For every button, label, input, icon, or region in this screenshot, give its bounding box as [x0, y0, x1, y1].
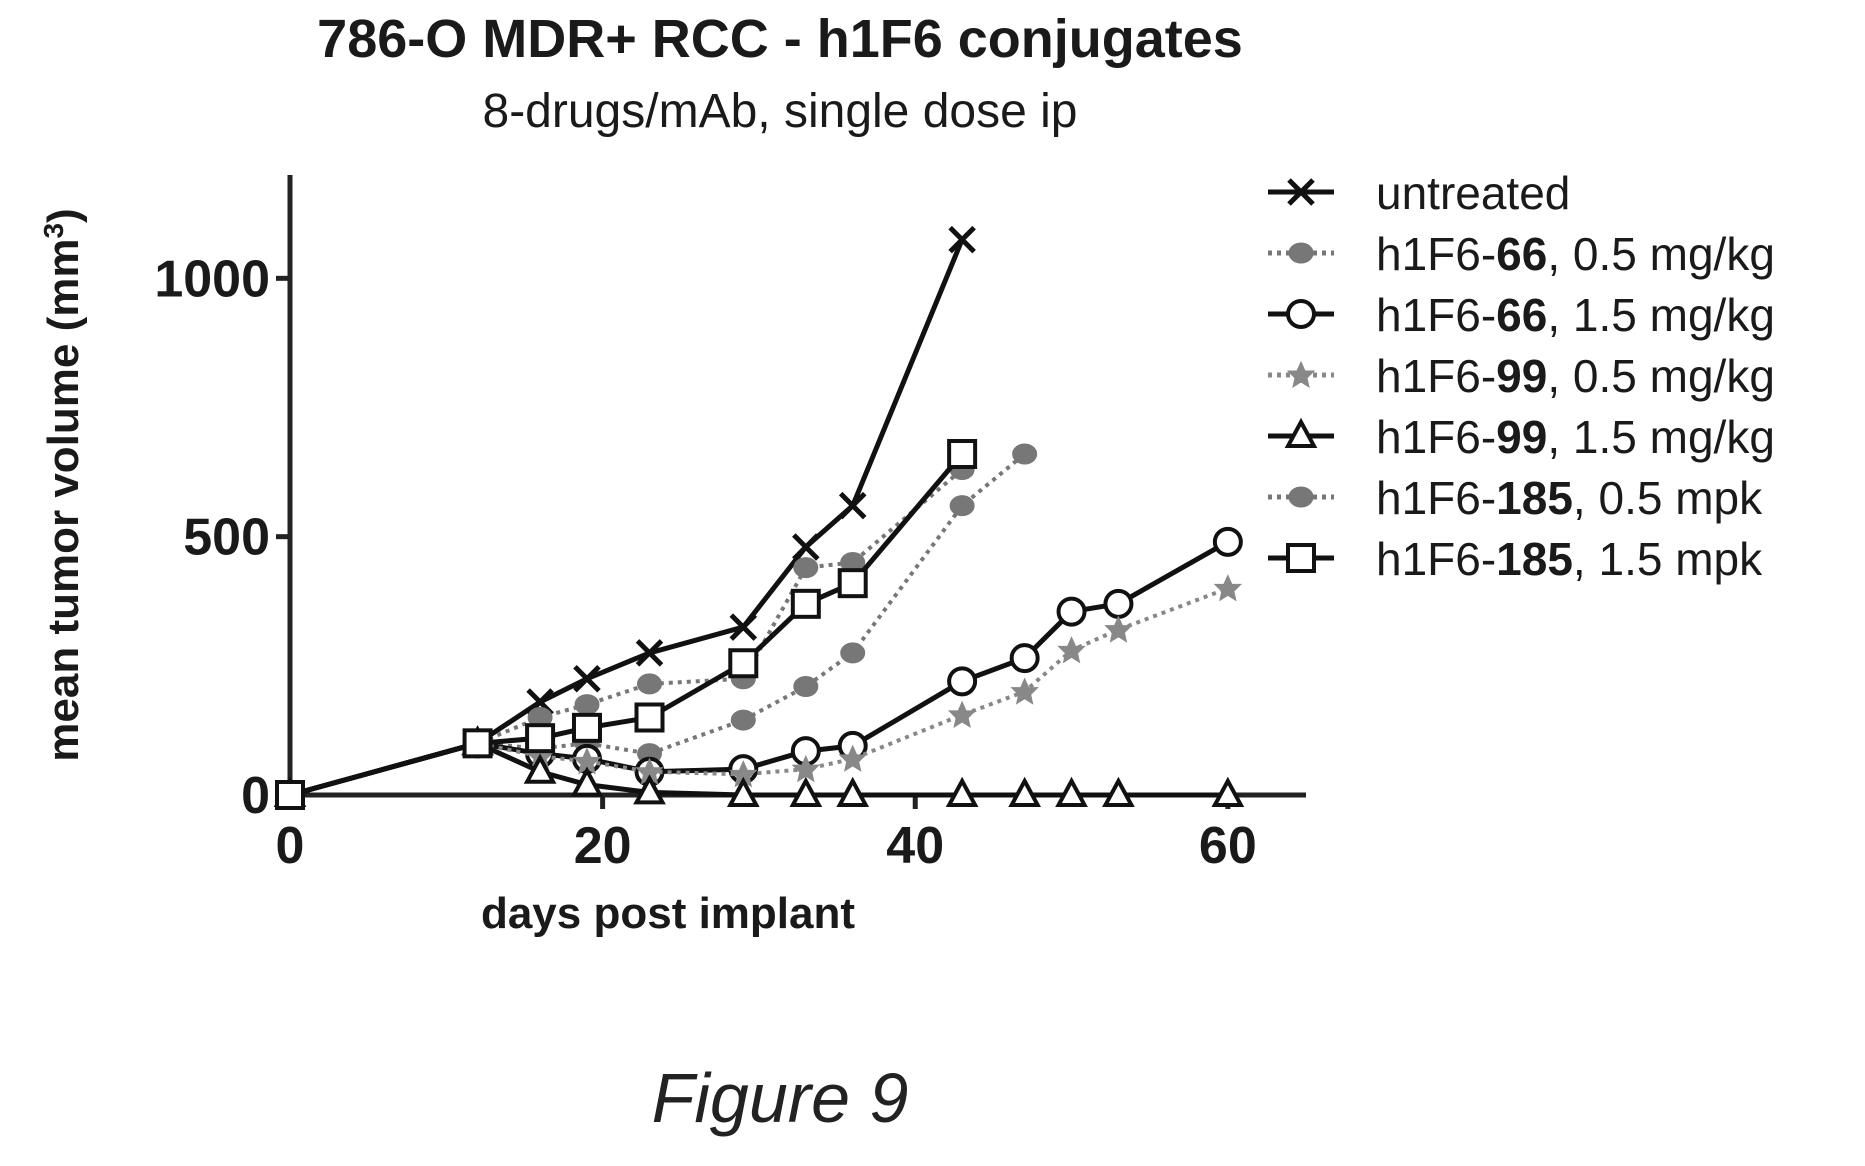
data-point	[840, 642, 866, 664]
data-point	[571, 712, 602, 743]
data-point	[947, 700, 977, 728]
data-point	[1010, 677, 1039, 705]
legend-label: h1F6-99, 0.5 mg/kg	[1376, 350, 1775, 402]
data-point	[793, 676, 819, 697]
data-point	[729, 613, 758, 641]
data-point	[838, 744, 867, 772]
legend-marker	[1288, 242, 1314, 264]
x-tick-label: 60	[1199, 817, 1257, 875]
data-point	[730, 709, 756, 731]
data-point	[635, 639, 664, 667]
series-3	[275, 526, 1243, 810]
legend-label: h1F6-185, 1.5 mpk	[1376, 533, 1763, 585]
data-point	[947, 666, 978, 697]
data-point	[1211, 776, 1245, 807]
data-point	[275, 780, 305, 810]
legend-label: untreated	[1376, 167, 1570, 219]
data-point	[791, 754, 821, 783]
data-point	[1009, 643, 1040, 674]
legend-marker	[1286, 360, 1316, 389]
data-point	[792, 533, 820, 561]
data-point	[836, 776, 870, 807]
legend-marker	[1288, 486, 1314, 508]
legend-item: h1F6-66, 0.5 mg/kg	[1268, 228, 1775, 280]
chart-subtitle: 8-drugs/mAb, single dose ip	[482, 85, 1078, 138]
legend-marker	[1286, 543, 1316, 573]
chart-title: 786-O MDR+ RCC - h1F6 conjugates	[317, 9, 1243, 69]
data-point	[837, 568, 868, 599]
data-point	[1104, 615, 1133, 643]
data-point	[948, 225, 976, 254]
x-tick-label: 0	[276, 817, 305, 875]
data-point	[1055, 776, 1088, 807]
data-point	[945, 776, 979, 807]
legend-label: h1F6-66, 0.5 mg/kg	[1376, 228, 1775, 280]
data-point	[793, 557, 819, 579]
legend-item: h1F6-185, 0.5 mpk	[1268, 472, 1763, 524]
data-point	[838, 491, 867, 520]
series-line	[289, 452, 1026, 797]
legend-marker	[1286, 299, 1316, 329]
y-tick-label: 1000	[154, 250, 270, 308]
legend-label: h1F6-66, 1.5 mg/kg	[1376, 289, 1775, 341]
data-point	[523, 753, 557, 784]
legend-item: h1F6-99, 1.5 mg/kg	[1268, 411, 1775, 463]
data-point	[525, 723, 556, 754]
data-point	[570, 766, 604, 797]
data-point	[728, 648, 759, 679]
x-tick-label: 40	[886, 817, 944, 875]
y-axis-label: mean tumor volume (mm3)	[38, 208, 89, 761]
data-point	[1212, 526, 1243, 557]
data-point	[726, 776, 760, 807]
x-tick-label: 20	[574, 817, 632, 875]
data-point	[573, 664, 601, 693]
svg-text:mean tumor volume (mm3): mean tumor volume (mm3)	[38, 208, 89, 761]
legend-item: h1F6-66, 1.5 mg/kg	[1268, 289, 1775, 341]
legend-label: h1F6-99, 1.5 mg/kg	[1376, 411, 1775, 463]
data-point	[462, 728, 493, 759]
data-point	[789, 776, 823, 807]
y-tick-label: 0	[241, 767, 270, 825]
series-layer	[273, 225, 1245, 810]
data-point	[1012, 443, 1038, 465]
data-point	[947, 439, 978, 469]
series-line	[289, 740, 1228, 798]
data-point	[633, 774, 666, 805]
data-point	[1213, 574, 1243, 602]
data-point	[574, 694, 600, 716]
data-point	[637, 673, 663, 695]
legend-item: h1F6-185, 1.5 mpk	[1268, 533, 1763, 585]
figure-caption: Figure 9	[651, 1059, 909, 1137]
data-point	[1008, 776, 1042, 807]
data-point	[1057, 636, 1086, 664]
series-line	[289, 467, 964, 797]
legend-marker	[1287, 178, 1315, 206]
legend-item: h1F6-99, 0.5 mg/kg	[1268, 350, 1775, 402]
axes: 0 20 40 60 0 500 1000	[154, 175, 1306, 875]
data-point	[790, 588, 821, 619]
data-point	[1056, 596, 1087, 627]
legend-marker	[1284, 417, 1318, 448]
data-point	[1102, 776, 1135, 807]
data-point	[1103, 588, 1134, 619]
legend-label: h1F6-185, 0.5 mpk	[1376, 472, 1763, 524]
legend-item: untreated	[1268, 167, 1570, 219]
legend: untreated h1F6-66, 0.5 mg/kg h1F6-66, 1.5 …	[1268, 167, 1775, 585]
data-point	[634, 702, 665, 733]
y-tick-label: 500	[183, 509, 270, 567]
series-7	[275, 439, 978, 810]
data-point	[949, 495, 975, 517]
x-axis-label: days post implant	[481, 889, 855, 938]
